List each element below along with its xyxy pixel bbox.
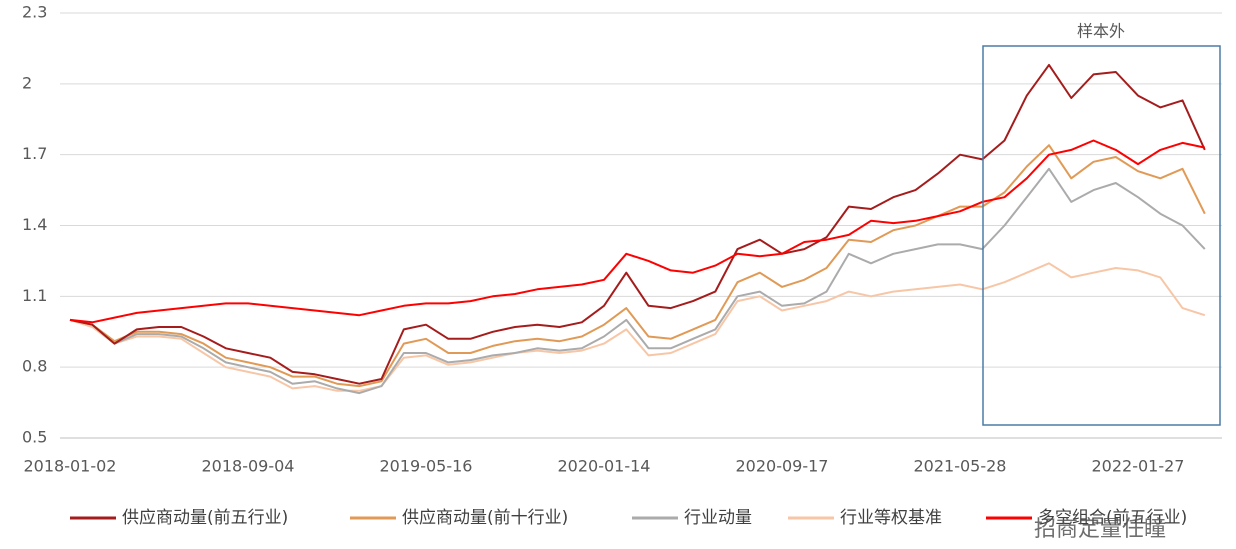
- x-tick-label: 2020-09-17: [736, 457, 829, 476]
- annotation: 样本外: [1077, 22, 1125, 41]
- y-tick-label: 1.1: [22, 286, 47, 305]
- x-tick-label: 2019-05-16: [380, 457, 473, 476]
- series-line: [69, 167, 1206, 395]
- legend-label: 多空组合(前五行业): [1038, 508, 1187, 528]
- x-tick-label: 2021-05-28: [914, 457, 1007, 476]
- legend-label: 行业动量: [684, 508, 752, 528]
- y-tick-label: 0.5: [22, 428, 47, 447]
- y-tick-label: 0.8: [22, 357, 47, 376]
- legend-label: 供应商动量(前五行业): [122, 508, 288, 528]
- y-tick-label: 2: [22, 73, 32, 92]
- legend-label: 供应商动量(前十行业): [402, 508, 568, 528]
- x-tick-label: 2022-01-27: [1092, 457, 1185, 476]
- out-of-sample-box: [982, 45, 1221, 426]
- x-tick-label: 2018-09-04: [202, 457, 295, 476]
- series-line: [69, 262, 1206, 392]
- watermark: 招商定量任瞳: [1034, 517, 1166, 542]
- x-tick-label: 2020-01-14: [558, 457, 651, 476]
- series-line: [69, 63, 1206, 385]
- series-line: [69, 139, 1206, 324]
- series-line: [69, 144, 1206, 388]
- legend-label: 行业等权基准: [840, 508, 942, 528]
- y-tick-label: 1.4: [22, 215, 47, 234]
- x-tick-label: 2018-01-02: [24, 457, 117, 476]
- y-tick-label: 2.3: [22, 3, 47, 22]
- y-tick-label: 1.7: [22, 144, 47, 163]
